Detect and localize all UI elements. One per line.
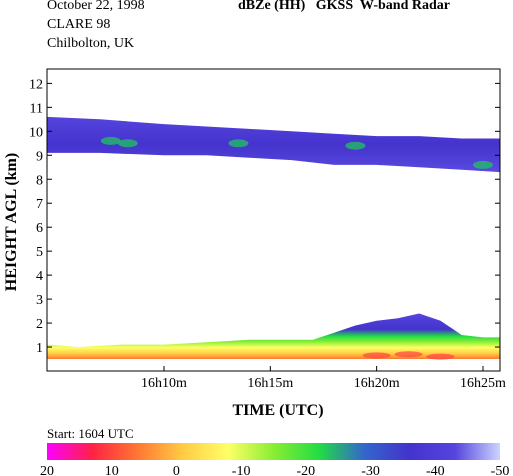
colorbar-tick-label: 10 <box>105 464 119 476</box>
y-tick-label: 10 <box>29 125 43 140</box>
y-tick-label: 5 <box>36 245 43 260</box>
y-tick-label: 1 <box>36 341 43 356</box>
y-tick-label: 3 <box>36 293 43 308</box>
colorbar-tick-label: -10 <box>232 464 251 476</box>
echo-cell <box>228 139 249 148</box>
y-tick-label: 4 <box>36 269 43 284</box>
y-tick-label: 8 <box>36 173 43 188</box>
colorbar-tick-label: -30 <box>361 464 380 476</box>
x-tick-label: 16h25m <box>460 376 506 391</box>
y-tick-label: 12 <box>29 77 43 92</box>
y-tick-label: 7 <box>36 197 43 212</box>
x-axis: 16h10m 16h15m 16h20m 16h25m <box>141 366 506 391</box>
echo-cell <box>472 160 493 169</box>
echo-layer <box>47 313 500 359</box>
echo-cell <box>345 141 366 150</box>
date-label: October 22, 1998 <box>47 0 145 13</box>
echo-cell <box>394 351 423 358</box>
x-tick-label: 16h20m <box>354 376 400 391</box>
colorbar-ticks: 20 10 0 -10 -20 -30 -40 -50 <box>40 464 509 476</box>
colorbar-tick-label: 20 <box>40 464 54 476</box>
chart-title: dBZe (HH) GKSS W-band Radar <box>238 0 450 13</box>
campaign-label: CLARE 98 <box>47 17 111 32</box>
location-label: Chilbolton, UK <box>47 36 135 51</box>
x-tick-label: 16h10m <box>141 376 187 391</box>
echo-cell <box>117 139 138 148</box>
colorbar <box>47 443 500 460</box>
colorbar-tick-label: -50 <box>491 464 510 476</box>
y-axis-label: HEIGHT AGL (km) <box>3 153 20 291</box>
y-tick-label: 2 <box>36 317 43 332</box>
colorbar-tick-label: -20 <box>297 464 316 476</box>
y-tick-label: 6 <box>36 221 43 236</box>
echo-cell <box>426 353 455 360</box>
plot-frame <box>46 68 501 372</box>
radar-echoes <box>47 116 500 360</box>
start-time-label: Start: 1604 UTC <box>47 426 134 441</box>
colorbar-tick-label: -40 <box>426 464 445 476</box>
echo-layer <box>47 116 500 173</box>
y-tick-label: 9 <box>36 149 43 164</box>
x-axis-label: TIME (UTC) <box>232 402 323 419</box>
header-info: October 22, 1998 CLARE 98 Chilbolton, UK <box>47 0 145 53</box>
x-tick-label: 16h15m <box>247 376 293 391</box>
y-tick-label: 11 <box>30 101 43 116</box>
echo-cell <box>100 136 121 145</box>
colorbar-tick-label: 0 <box>173 464 180 476</box>
echo-cell <box>362 352 391 359</box>
